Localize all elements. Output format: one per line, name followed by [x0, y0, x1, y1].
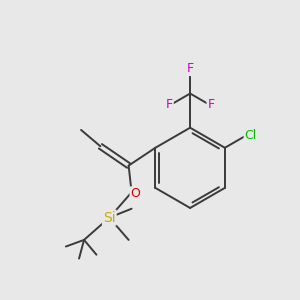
Text: F: F — [187, 62, 194, 75]
Text: F: F — [208, 98, 214, 111]
Text: O: O — [130, 187, 140, 200]
Text: F: F — [166, 98, 173, 111]
Text: Si: Si — [103, 211, 116, 225]
Text: Cl: Cl — [244, 129, 257, 142]
